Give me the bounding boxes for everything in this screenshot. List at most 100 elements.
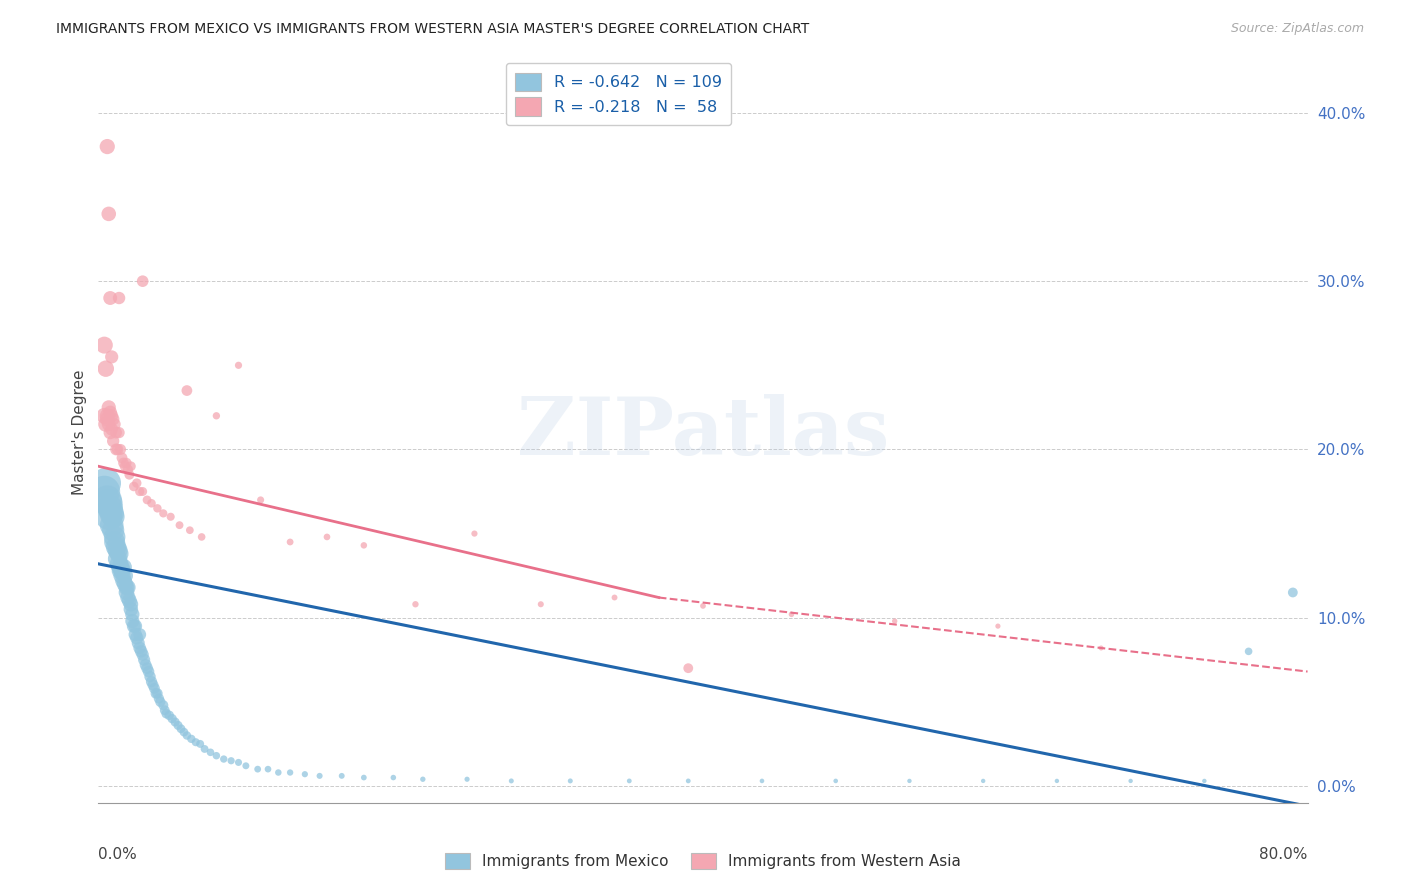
Point bbox=[101, 523, 124, 537]
Point bbox=[530, 597, 553, 611]
Point bbox=[107, 442, 129, 457]
Point bbox=[115, 581, 138, 595]
Point bbox=[780, 607, 803, 622]
Point bbox=[122, 479, 145, 493]
Point bbox=[184, 735, 207, 749]
Point bbox=[142, 678, 165, 692]
Point bbox=[110, 560, 132, 574]
Point bbox=[101, 434, 124, 448]
Point bbox=[194, 742, 217, 756]
Point bbox=[560, 773, 582, 788]
Point bbox=[97, 417, 120, 432]
Point bbox=[94, 361, 117, 376]
Point bbox=[404, 597, 426, 611]
Point bbox=[382, 771, 405, 785]
Point bbox=[98, 291, 121, 305]
Point bbox=[115, 456, 138, 470]
Point bbox=[249, 492, 271, 507]
Y-axis label: Master's Degree: Master's Degree bbox=[72, 370, 87, 495]
Point bbox=[149, 695, 172, 709]
Point bbox=[117, 591, 139, 605]
Point bbox=[160, 712, 183, 726]
Point bbox=[136, 492, 159, 507]
Point bbox=[141, 674, 163, 689]
Point bbox=[108, 557, 131, 571]
Point bbox=[114, 568, 136, 582]
Point bbox=[134, 653, 156, 667]
Point bbox=[200, 745, 222, 759]
Point bbox=[179, 523, 201, 537]
Point bbox=[94, 417, 117, 432]
Point bbox=[129, 644, 152, 658]
Point bbox=[136, 661, 159, 675]
Point bbox=[145, 686, 167, 700]
Point bbox=[169, 518, 191, 533]
Point bbox=[412, 772, 434, 787]
Point bbox=[100, 409, 122, 423]
Point bbox=[117, 462, 139, 476]
Point bbox=[110, 442, 132, 457]
Point bbox=[115, 585, 138, 599]
Text: 80.0%: 80.0% bbox=[1260, 847, 1308, 863]
Point bbox=[146, 686, 169, 700]
Point bbox=[152, 698, 174, 713]
Point bbox=[104, 417, 127, 432]
Legend: Immigrants from Mexico, Immigrants from Western Asia: Immigrants from Mexico, Immigrants from … bbox=[439, 847, 967, 875]
Point bbox=[898, 773, 921, 788]
Point bbox=[118, 467, 141, 482]
Point bbox=[1237, 644, 1260, 658]
Point bbox=[93, 409, 115, 423]
Legend: R = -0.642   N = 109, R = -0.218   N =  58: R = -0.642 N = 109, R = -0.218 N = 58 bbox=[506, 63, 731, 126]
Point bbox=[146, 501, 169, 516]
Point bbox=[228, 756, 250, 770]
Point bbox=[97, 207, 120, 221]
Point bbox=[165, 714, 187, 729]
Point bbox=[111, 450, 134, 465]
Point bbox=[501, 773, 523, 788]
Point bbox=[138, 665, 160, 679]
Point bbox=[112, 456, 135, 470]
Point bbox=[267, 765, 290, 780]
Point bbox=[167, 718, 190, 732]
Point bbox=[93, 484, 115, 499]
Point bbox=[105, 425, 128, 440]
Point bbox=[1282, 585, 1305, 599]
Point bbox=[112, 574, 135, 588]
Point bbox=[205, 748, 228, 763]
Point bbox=[155, 706, 177, 721]
Point bbox=[108, 291, 131, 305]
Point bbox=[120, 602, 142, 616]
Text: ZIPatlas: ZIPatlas bbox=[517, 393, 889, 472]
Point bbox=[463, 526, 485, 541]
Point bbox=[353, 538, 375, 552]
Point bbox=[100, 507, 122, 521]
Point bbox=[972, 773, 994, 788]
Point bbox=[188, 737, 211, 751]
Point bbox=[96, 139, 118, 153]
Point bbox=[619, 773, 641, 788]
Point bbox=[128, 627, 150, 641]
Point bbox=[316, 530, 339, 544]
Point bbox=[121, 614, 143, 628]
Point bbox=[104, 530, 127, 544]
Point bbox=[212, 752, 235, 766]
Point bbox=[120, 459, 142, 474]
Point bbox=[141, 496, 163, 510]
Point bbox=[330, 769, 353, 783]
Point bbox=[100, 350, 122, 364]
Point bbox=[114, 459, 136, 474]
Point bbox=[100, 518, 122, 533]
Point bbox=[456, 772, 478, 787]
Point bbox=[176, 729, 198, 743]
Point bbox=[228, 359, 250, 373]
Point bbox=[97, 496, 120, 510]
Point bbox=[124, 619, 146, 633]
Point bbox=[678, 661, 700, 675]
Point bbox=[120, 597, 142, 611]
Point bbox=[114, 577, 136, 591]
Point bbox=[1119, 773, 1142, 788]
Point bbox=[152, 507, 174, 521]
Point bbox=[294, 767, 316, 781]
Point bbox=[153, 703, 176, 717]
Point bbox=[278, 535, 301, 549]
